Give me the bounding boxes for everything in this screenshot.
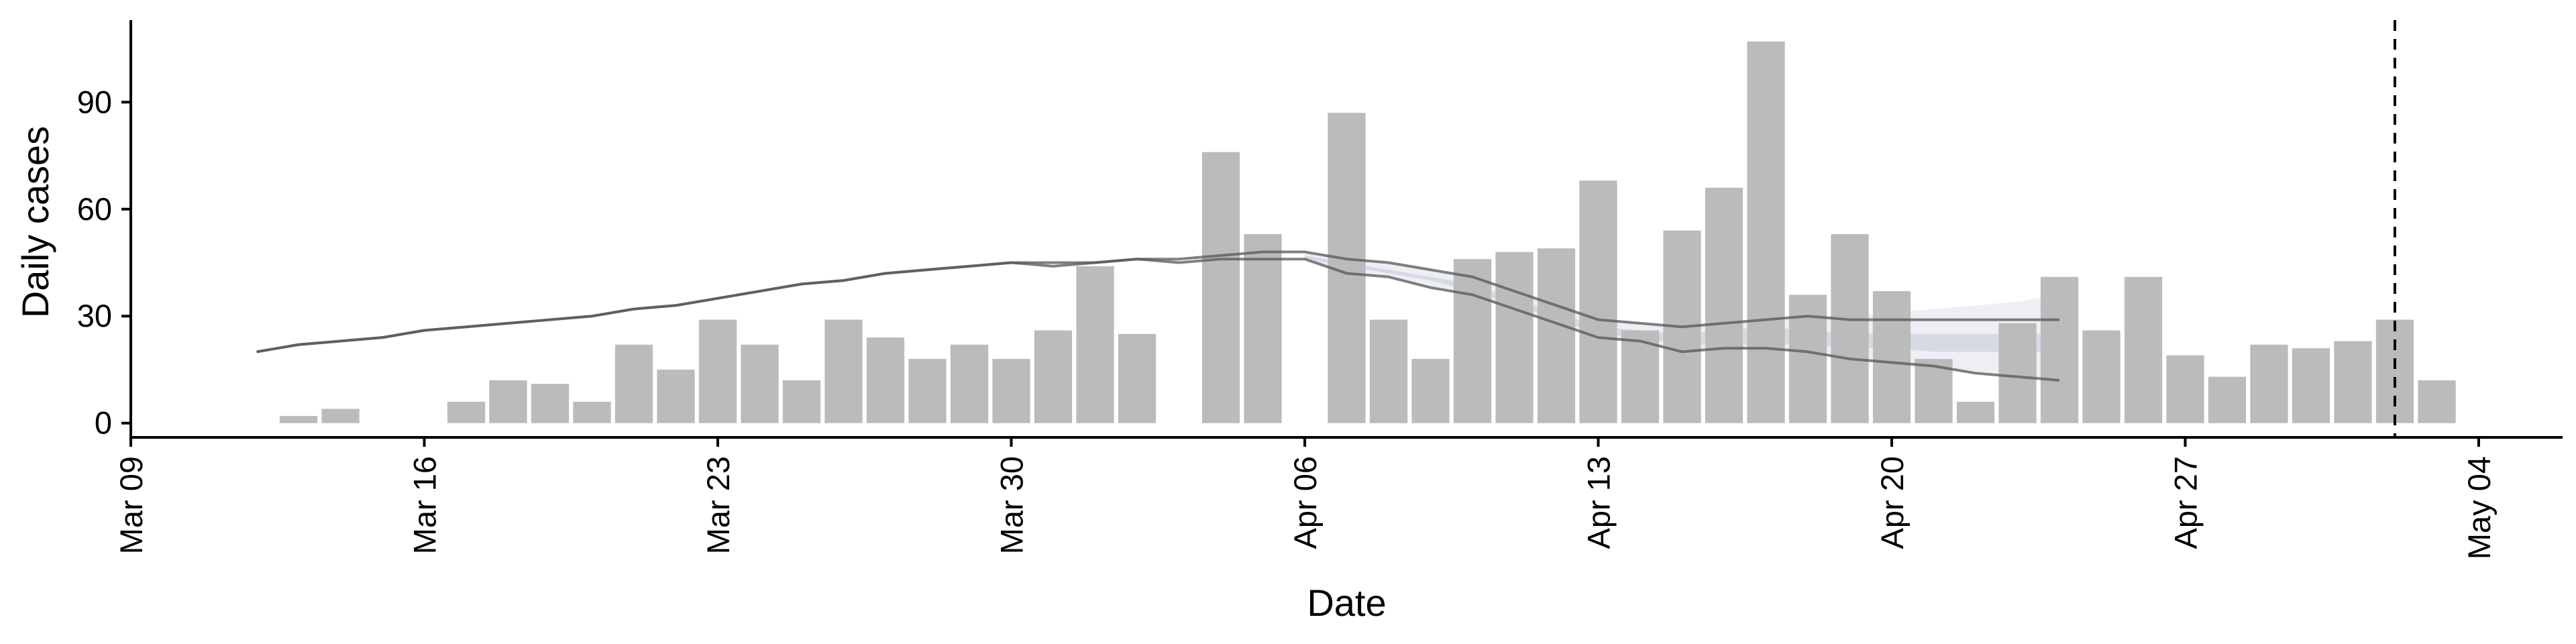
y-axis-title: Daily cases xyxy=(14,126,56,318)
bar xyxy=(321,409,360,423)
bar xyxy=(1872,291,1911,423)
y-ticks: 0 30 60 90 xyxy=(77,84,131,441)
bar xyxy=(1244,233,1282,423)
trend-line-2 xyxy=(256,258,2060,382)
bar xyxy=(279,416,318,423)
bar xyxy=(2250,344,2288,423)
bar xyxy=(2375,319,2414,423)
x-axis-title: Date xyxy=(1307,582,1386,624)
bar xyxy=(1831,233,1869,423)
y-tick-label: 90 xyxy=(77,84,112,119)
bar xyxy=(573,401,611,423)
x-tick-label: Apr 13 xyxy=(1581,456,1617,549)
x-ticks: Mar 09 Mar 16 Mar 23 Mar 30 Apr 06 Apr 13 Apr … xyxy=(113,437,2497,559)
bar xyxy=(950,344,989,423)
bar xyxy=(1621,330,1660,423)
bar xyxy=(1034,330,1073,423)
bar xyxy=(1411,359,1450,423)
band-inner xyxy=(1305,255,2059,352)
bar xyxy=(1747,41,1785,423)
axes xyxy=(129,20,2563,439)
bar xyxy=(1788,294,1827,423)
x-tick-label: Mar 30 xyxy=(994,456,1030,554)
bar xyxy=(908,359,947,423)
x-tick-label: Apr 27 xyxy=(2168,456,2204,549)
bar xyxy=(992,359,1030,423)
bar xyxy=(2166,355,2204,423)
bar xyxy=(2334,341,2372,423)
bar xyxy=(614,344,653,423)
x-tick-label: May 04 xyxy=(2461,456,2497,559)
bar xyxy=(824,319,863,423)
bar xyxy=(2208,376,2247,423)
bar xyxy=(698,319,737,423)
bar xyxy=(1956,401,1995,423)
bar xyxy=(1076,266,1114,423)
x-tick-label: Mar 16 xyxy=(407,456,443,554)
bar xyxy=(531,384,570,423)
bar xyxy=(657,369,695,423)
bar xyxy=(2418,380,2456,423)
bar xyxy=(2124,276,2163,423)
bar xyxy=(489,380,527,423)
y-tick-label: 30 xyxy=(77,298,112,333)
bar xyxy=(1537,248,1576,423)
bar xyxy=(1118,333,1157,423)
bar xyxy=(2040,276,2079,423)
y-tick-label: 0 xyxy=(95,405,112,441)
y-tick-label: 60 xyxy=(77,191,112,227)
daily-case-bars xyxy=(279,41,2456,423)
bar xyxy=(1579,180,1617,423)
x-tick-label: Mar 23 xyxy=(700,456,736,554)
x-tick-label: Apr 20 xyxy=(1874,456,1910,549)
bar xyxy=(741,344,779,423)
bar xyxy=(1915,359,1953,423)
bar xyxy=(1998,323,2037,423)
trend-lines xyxy=(256,250,2060,382)
bar xyxy=(1369,319,1408,423)
bar xyxy=(447,401,486,423)
bar xyxy=(1453,259,1492,423)
bar xyxy=(1495,252,1534,423)
bar xyxy=(2292,348,2330,423)
x-tick-label: Apr 06 xyxy=(1287,456,1323,549)
bar xyxy=(1705,187,1743,423)
x-tick-label: Mar 09 xyxy=(113,456,149,554)
bar xyxy=(782,380,821,423)
bar xyxy=(2082,330,2121,423)
bar xyxy=(1201,152,1240,423)
bar xyxy=(866,337,905,423)
